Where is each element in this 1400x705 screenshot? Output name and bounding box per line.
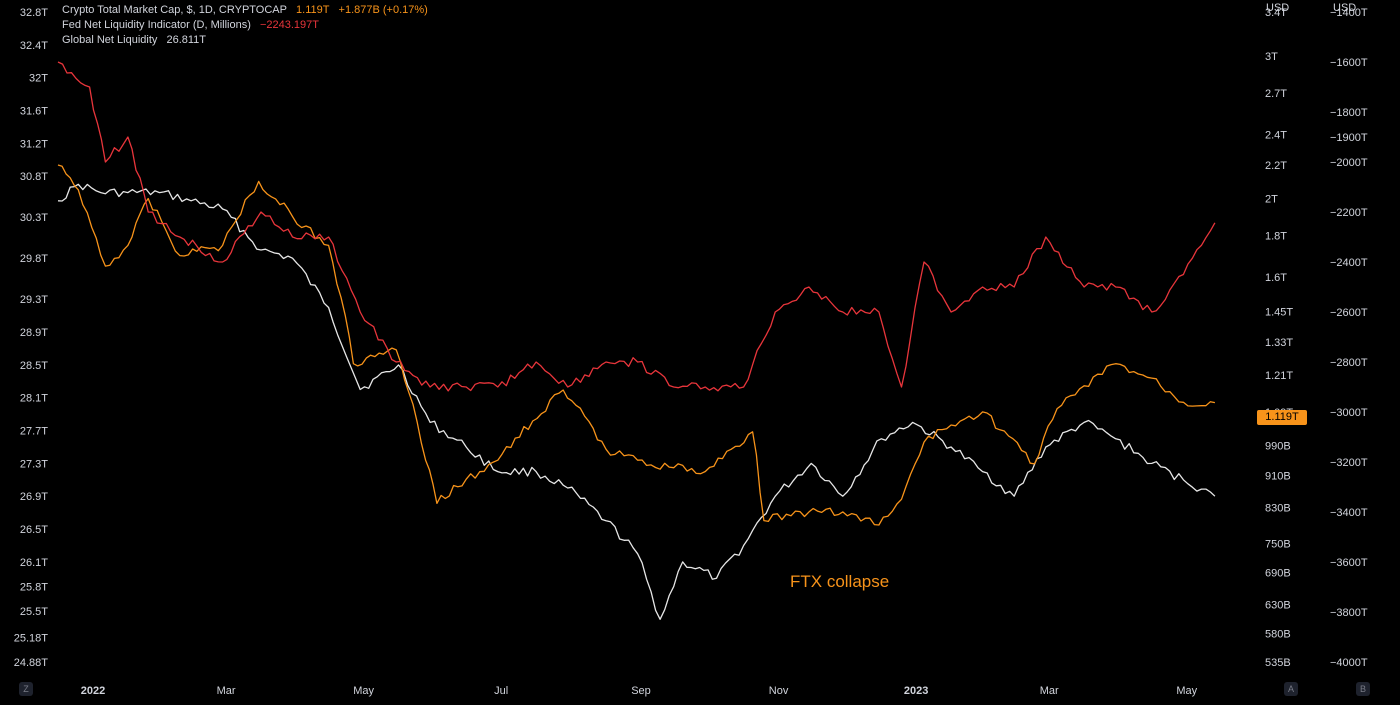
crypto-axis-tick-label: 3.4T <box>1265 7 1287 19</box>
crypto-axis-tick-label: 2.2T <box>1265 160 1287 172</box>
global-axis-tick-label: 28.9T <box>20 327 48 339</box>
global-axis-tick-label: 26.5T <box>20 524 48 536</box>
x-axis-tick-label: Mar <box>217 685 236 697</box>
crypto-axis-tick-label: 1.21T <box>1265 370 1293 382</box>
legend-fed-value: −2243.197T <box>259 19 319 31</box>
ftx-collapse-annotation: FTX collapse <box>790 572 890 591</box>
crypto-axis-tick-label: 750B <box>1265 538 1291 550</box>
fed-axis-tick-label: −4000T <box>1330 657 1368 669</box>
crypto-axis-tick-label: 2T <box>1265 194 1278 206</box>
fed-axis-tick-label: −2000T <box>1330 157 1368 169</box>
fed-axis-tick-label: −2200T <box>1330 207 1368 219</box>
global-axis-tick-label: 24.88T <box>14 657 49 669</box>
global-axis-tick-label: 26.9T <box>20 491 48 503</box>
crypto-axis-tick-label: 690B <box>1265 568 1291 580</box>
global-axis-tick-label: 32.8T <box>20 7 48 19</box>
last-price-tag: 1.119T <box>1257 410 1307 425</box>
global-axis-tick-label: 31.6T <box>20 105 48 117</box>
fed-axis-unit: USD <box>1333 2 1357 14</box>
crypto-axis-tick-label: 535B <box>1265 657 1291 669</box>
legend-fed-name: Fed Net Liquidity Indicator (D, Millions… <box>62 19 251 31</box>
legend-crypto-name: Crypto Total Market Cap, $, 1D, CRYPTOCA… <box>62 4 287 16</box>
global-axis-tick-label: 26.1T <box>20 557 48 569</box>
fed-axis-tick-label: −2400T <box>1330 257 1368 269</box>
fed-axis-tick-label: −1600T <box>1330 57 1368 69</box>
fed-axis-tick-label: −2600T <box>1330 307 1368 319</box>
legend-row-global[interactable]: Global Net Liquidity 26.811T <box>62 33 434 48</box>
legend-crypto-value: 1.119T <box>296 4 330 16</box>
global-axis-tick-label: 27.3T <box>20 458 48 470</box>
crypto-axis-unit: USD <box>1266 2 1290 14</box>
global-axis-tick-label: 25.8T <box>20 581 48 593</box>
crypto-axis-tick-label: 580B <box>1265 629 1291 641</box>
fed-axis-tick-label: −3600T <box>1330 557 1368 569</box>
x-axis-tick-label: 2022 <box>81 685 105 697</box>
crypto-axis-tick-label: 830B <box>1265 503 1291 515</box>
legend: Crypto Total Market Cap, $, 1D, CRYPTOCA… <box>62 3 434 48</box>
x-axis-tick-label: Nov <box>769 685 789 697</box>
global-axis-tick-label: 29.8T <box>20 253 48 265</box>
fed-axis-tick-label: −1400T <box>1330 7 1368 19</box>
global-axis-tick-label: 25.18T <box>14 632 49 644</box>
crypto-axis-tick-label: 1.45T <box>1265 307 1293 319</box>
x-axis-tick-label: May <box>1176 685 1197 697</box>
fed-axis-tick-label: −3800T <box>1330 607 1368 619</box>
fed-axis-tick-label: −3000T <box>1330 407 1368 419</box>
legend-global-value: 26.811T <box>166 34 207 46</box>
crypto-axis-tick-label: 990B <box>1265 441 1291 453</box>
global-axis-tick-label: 28.5T <box>20 360 48 372</box>
fed-axis-tick-label: −3200T <box>1330 457 1368 469</box>
x-axis-tick-label: Sep <box>631 685 651 697</box>
series-line-crypto <box>57 164 1216 526</box>
global-axis-tick-label: 25.5T <box>20 606 48 618</box>
crypto-axis-tick-label: 3T <box>1265 51 1278 63</box>
x-axis-tick-label: Mar <box>1040 685 1059 697</box>
global-axis-tick-label: 32T <box>29 73 48 85</box>
x-axis-tick-label: May <box>353 685 374 697</box>
global-axis-tick-label: 32.4T <box>20 40 48 52</box>
fed-axis-tick-label: −1800T <box>1330 107 1368 119</box>
global-axis-tick-label: 29.3T <box>20 294 48 306</box>
global-axis-tick-label: 30.8T <box>20 171 48 183</box>
crypto-axis-tick-label: 2.4T <box>1265 129 1287 141</box>
x-axis-tick-label: 2023 <box>904 685 928 697</box>
auto-scale-button[interactable]: A <box>1284 682 1298 696</box>
legend-crypto-change: +1.877B (+0.17%) <box>338 4 428 16</box>
fed-axis-tick-label: −3400T <box>1330 507 1368 519</box>
crypto-axis-tick-label: 1.8T <box>1265 231 1287 243</box>
series-line-global <box>57 183 1216 620</box>
legend-global-name: Global Net Liquidity <box>62 34 158 46</box>
global-axis-tick-label: 31.2T <box>20 138 48 150</box>
crypto-axis-tick-label: 2.7T <box>1265 88 1287 100</box>
left-scale-button[interactable]: Z <box>19 682 33 696</box>
crypto-axis-tick-label: 910B <box>1265 470 1291 482</box>
global-axis-tick-label: 27.7T <box>20 426 48 438</box>
fed-axis-tick-label: −2800T <box>1330 357 1368 369</box>
right-scale-button[interactable]: B <box>1356 682 1370 696</box>
global-axis-tick-label: 28.1T <box>20 393 48 405</box>
legend-row-fed[interactable]: Fed Net Liquidity Indicator (D, Millions… <box>62 18 434 33</box>
crypto-axis-tick-label: 630B <box>1265 600 1291 612</box>
global-axis-tick-label: 30.3T <box>20 212 48 224</box>
crypto-axis-tick-label: 1.33T <box>1265 337 1293 349</box>
series-line-fed <box>57 61 1216 392</box>
x-axis-tick-label: Jul <box>494 685 508 697</box>
legend-row-crypto[interactable]: Crypto Total Market Cap, $, 1D, CRYPTOCA… <box>62 3 434 18</box>
fed-axis-tick-label: −1900T <box>1330 132 1368 144</box>
crypto-axis-tick-label: 1.6T <box>1265 272 1287 284</box>
